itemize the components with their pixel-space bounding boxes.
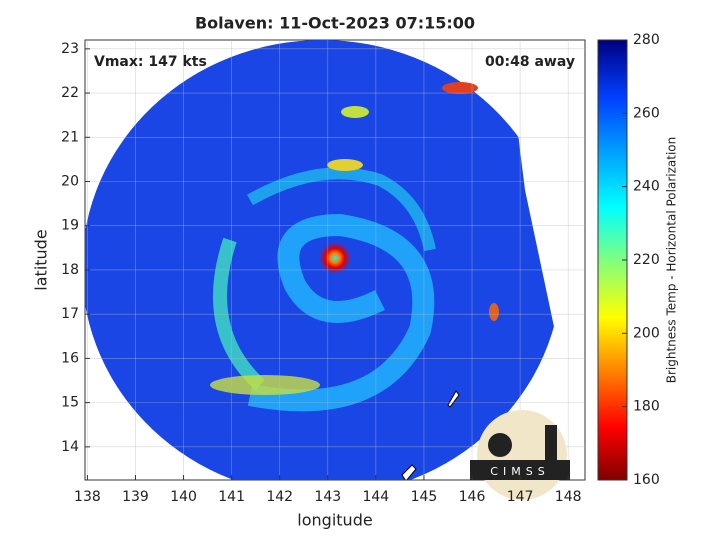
imagery [85, 40, 560, 480]
x-tick-label: 147 [507, 489, 534, 505]
time-annotation: 00:48 away [485, 54, 575, 70]
y-tick-label: 14 [61, 439, 79, 455]
x-axis-label: longitude [297, 511, 372, 530]
y-axis-label: latitude [32, 229, 51, 290]
x-tick-label: 139 [122, 489, 149, 505]
x-tick-label: 142 [266, 489, 293, 505]
chart-title: Bolaven: 11-Oct-2023 07:15:00 [195, 14, 475, 33]
y-tick-label: 20 [61, 174, 79, 190]
logo: CIMSS [470, 410, 570, 500]
colorbar-tick-label: 260 [633, 105, 660, 121]
x-tick-label: 145 [411, 489, 438, 505]
x-tick-label: 144 [362, 489, 389, 505]
y-tick-label: 18 [61, 262, 79, 278]
y-tick-label: 16 [61, 350, 79, 366]
y-tick-label: 19 [61, 218, 79, 234]
swath-disk [85, 40, 560, 480]
x-tick-label: 141 [218, 489, 245, 505]
colorbar-tick-label: 220 [633, 252, 660, 268]
x-tick-label: 146 [459, 489, 486, 505]
colorbar-tick-label: 160 [633, 472, 660, 488]
colorbar-tick-label: 180 [633, 399, 660, 415]
x-tick-label: 138 [74, 489, 101, 505]
x-tick-label: 148 [555, 489, 582, 505]
y-tick-label: 22 [61, 85, 79, 101]
colorbar-tick-label: 280 [633, 32, 660, 48]
x-tick-label: 143 [314, 489, 341, 505]
x-tick-label: 140 [170, 489, 197, 505]
colorbar-tick-label: 200 [633, 325, 660, 341]
y-tick-label: 17 [61, 306, 79, 322]
colorbar-tick-label: 240 [633, 179, 660, 195]
vmax-annotation: Vmax: 147 kts [94, 54, 207, 70]
y-tick-label: 15 [61, 395, 79, 411]
logo-text: CIMSS [490, 465, 549, 478]
y-tick-label: 23 [61, 41, 79, 57]
colorbar-label: Brightness Temp - Horizontal Polarizatio… [665, 137, 679, 384]
y-tick-label: 21 [61, 129, 79, 145]
